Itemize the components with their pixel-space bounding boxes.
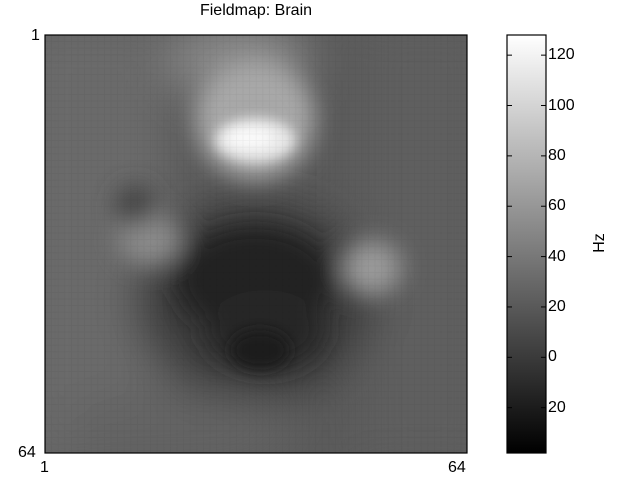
colorbar-tick-label: 20 bbox=[548, 398, 566, 416]
plot-frame bbox=[44, 34, 468, 454]
x-tick-64: 64 bbox=[448, 459, 466, 476]
colorbar-tick-label: 20 bbox=[548, 297, 566, 315]
colorbar-tick-label: 120 bbox=[548, 46, 575, 64]
colorbar-ticks bbox=[507, 54, 546, 409]
heatmap-image bbox=[45, 35, 467, 453]
y-tick-1: 1 bbox=[31, 27, 40, 44]
colorbar bbox=[506, 34, 547, 454]
x-tick-1: 1 bbox=[40, 459, 49, 476]
y-tick-64: 64 bbox=[18, 444, 36, 461]
colorbar-tick-label: 60 bbox=[548, 197, 566, 215]
colorbar-tick-label: 0 bbox=[548, 348, 557, 366]
colorbar-label: Hz bbox=[591, 233, 608, 253]
chart-title: Fieldmap: Brain bbox=[199, 2, 313, 19]
colorbar-tick-label: 40 bbox=[548, 247, 566, 265]
colorbar-tick-label: 100 bbox=[548, 96, 575, 114]
colorbar-tick-label: 80 bbox=[548, 146, 566, 164]
